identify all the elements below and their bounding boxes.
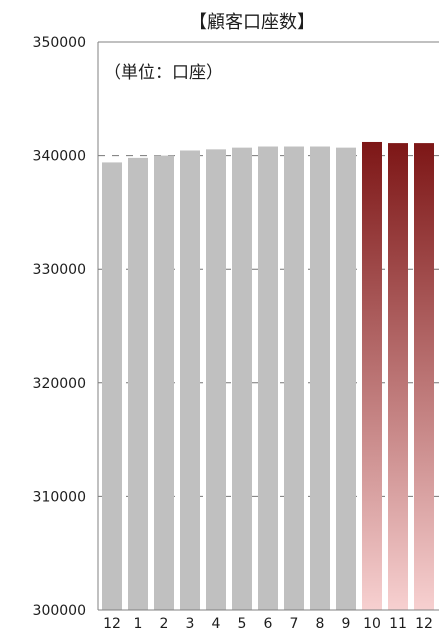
x-tick-label: 7 bbox=[290, 616, 299, 632]
y-tick-label: 340000 bbox=[33, 149, 86, 165]
bar bbox=[154, 155, 174, 610]
x-tick-label: 2 bbox=[160, 616, 169, 632]
bar bbox=[180, 150, 200, 610]
x-tick-label: 12 bbox=[415, 616, 433, 632]
bar bbox=[284, 146, 304, 610]
x-tick-label: 9 bbox=[342, 616, 351, 632]
bar bbox=[336, 147, 356, 610]
x-tick-label: 12 bbox=[103, 616, 121, 632]
x-tick-label: 4 bbox=[212, 616, 221, 632]
x-tick-label: 8 bbox=[316, 616, 325, 632]
bar bbox=[310, 146, 330, 610]
x-tick-label: 11 bbox=[389, 616, 407, 632]
bar-highlight bbox=[388, 143, 408, 610]
bar-highlight bbox=[414, 143, 434, 610]
bar bbox=[206, 149, 226, 611]
y-tick-label: 300000 bbox=[33, 603, 86, 619]
x-tick-label: 10 bbox=[363, 616, 381, 632]
y-tick-label: 350000 bbox=[33, 35, 86, 51]
bar bbox=[102, 162, 122, 610]
unit-label: （単位：口座） bbox=[104, 63, 223, 83]
bars-layer bbox=[102, 141, 434, 611]
bar bbox=[128, 157, 148, 610]
y-tick-label: 310000 bbox=[33, 489, 86, 505]
axis-layer bbox=[97, 41, 439, 611]
x-tick-label: 5 bbox=[238, 616, 247, 632]
bar bbox=[258, 146, 278, 610]
bar-highlight bbox=[362, 141, 382, 610]
chart-title: 【顧客口座数】 bbox=[189, 12, 315, 33]
y-tick-label: 320000 bbox=[33, 376, 86, 392]
x-tick-label: 6 bbox=[264, 616, 273, 632]
x-tick-label: 3 bbox=[186, 616, 195, 632]
y-tick-label: 330000 bbox=[33, 262, 86, 278]
bar bbox=[232, 147, 252, 610]
x-tick-label: 1 bbox=[134, 616, 143, 632]
x-axis-ticks: 12 1 2 3 4 5 6 7 8 9 10 11 12 bbox=[103, 616, 433, 632]
y-axis-ticks: 300000 310000 320000 330000 340000 350000 bbox=[33, 35, 86, 619]
